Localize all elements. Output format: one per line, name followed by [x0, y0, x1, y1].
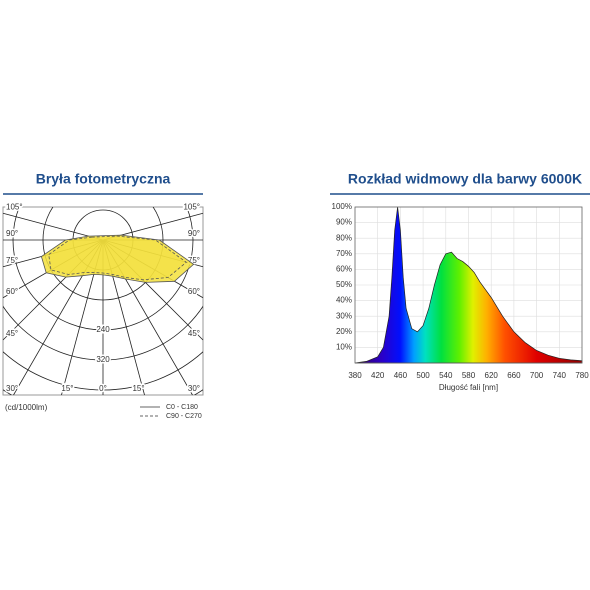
y-tick-label: 90%	[336, 218, 352, 227]
x-tick-label: 700	[530, 371, 544, 380]
x-tick-label: 380	[348, 371, 362, 380]
chart-title: Rozkład widmowy dla barwy 6000K	[348, 171, 582, 187]
spectrum-area	[354, 206, 583, 364]
theta-tick-label: 30°	[6, 384, 18, 393]
x-tick-label: 740	[553, 371, 567, 380]
theta-tick-label: 90°	[188, 229, 200, 238]
theta-tick-label: 105°	[183, 202, 200, 211]
r-tick-label: 240	[96, 325, 110, 334]
unit-label: (cd/1000lm)	[5, 403, 48, 412]
theta-tick-label: 0°	[99, 384, 107, 393]
x-tick-label: 620	[485, 371, 499, 380]
x-tick-label: 460	[394, 371, 408, 380]
x-axis-label: Długość fali [nm]	[439, 383, 498, 392]
y-tick-label: 20%	[336, 327, 352, 336]
x-tick-label: 580	[462, 371, 476, 380]
y-tick-label: 40%	[336, 296, 352, 305]
y-tick-label: 70%	[336, 249, 352, 258]
x-tick-label: 420	[371, 371, 385, 380]
theta-tick-label: 45°	[188, 329, 200, 338]
theta-tick-label: 15°	[132, 384, 144, 393]
x-tick-label: 540	[439, 371, 453, 380]
y-tick-label: 60%	[336, 265, 352, 274]
chart-title: Bryła fotometryczna	[36, 171, 171, 187]
r-tick-label: 320	[96, 355, 110, 364]
theta-tick-label: 15°	[61, 384, 73, 393]
y-tick-label: 100%	[332, 202, 352, 211]
theta-tick-label: 90°	[6, 229, 18, 238]
x-tick-label: 780	[575, 371, 589, 380]
theta-tick-label: 60°	[6, 287, 18, 296]
polar-curve	[48, 235, 187, 281]
y-tick-label: 50%	[336, 280, 352, 289]
legend-label: C0 - C180	[166, 404, 198, 411]
plot-frame	[354, 206, 583, 364]
theta-tick-label: 75°	[6, 256, 18, 265]
y-tick-label: 30%	[336, 311, 352, 320]
theta-tick-label: 45°	[6, 329, 18, 338]
y-tick-label: 10%	[336, 343, 352, 352]
x-tick-label: 500	[416, 371, 430, 380]
theta-tick-label: 60°	[188, 287, 200, 296]
theta-tick-label: 105°	[6, 202, 23, 211]
legend-label: C90 - C270	[166, 413, 202, 420]
theta-tick-label: 30°	[188, 384, 200, 393]
grid-ray	[2, 212, 104, 241]
x-tick-label: 660	[507, 371, 521, 380]
y-tick-label: 80%	[336, 233, 352, 242]
